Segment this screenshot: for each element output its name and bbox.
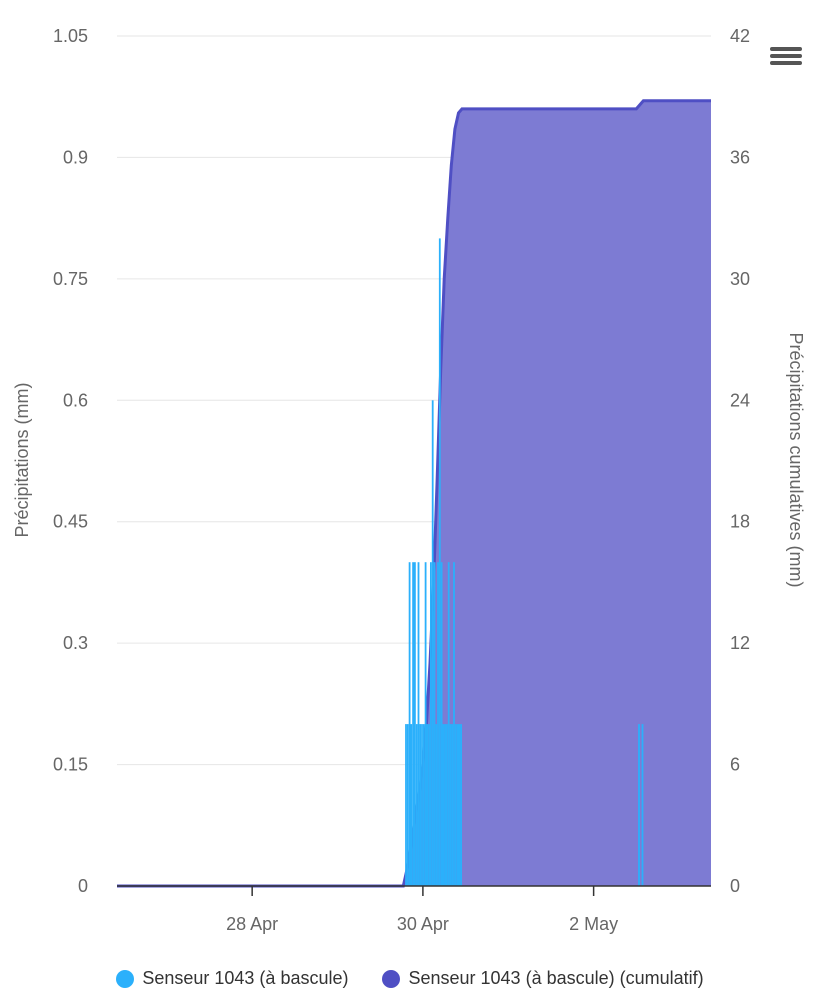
rain-column[interactable] [412, 562, 414, 886]
rain-column[interactable] [444, 724, 446, 886]
right-tick-label: 6 [730, 755, 740, 775]
right-tick-label: 0 [730, 876, 740, 896]
rain-column-series[interactable] [405, 238, 644, 886]
right-tick-label: 24 [730, 390, 750, 410]
rain-column[interactable] [638, 724, 640, 886]
x-tick-label: 2 May [569, 914, 618, 934]
rain-column[interactable] [422, 724, 425, 886]
right-tick-label: 42 [730, 26, 750, 46]
rain-column[interactable] [438, 238, 441, 886]
cumulative-area[interactable] [117, 100, 711, 887]
legend-item-rain[interactable]: Senseur 1043 (à bascule) [116, 968, 348, 989]
rain-column[interactable] [451, 724, 454, 886]
rain-column[interactable] [435, 724, 438, 886]
rain-column[interactable] [456, 724, 459, 886]
left-tick-label: 0.9 [63, 147, 88, 167]
precipitation-chart: 0 0.15 0.3 0.45 0.6 0.75 0.9 1.05 0 6 12 18 24 30 36 42… [12, 26, 806, 934]
right-tick-label: 36 [730, 147, 750, 167]
right-axis-title: Précipitations cumulatives (mm) [786, 332, 806, 587]
rain-column[interactable] [454, 724, 457, 886]
right-tick-label: 30 [730, 269, 750, 289]
left-tick-label: 0.3 [63, 633, 88, 653]
rain-column[interactable] [431, 400, 434, 886]
rain-column[interactable] [405, 724, 407, 886]
rain-column[interactable] [410, 724, 413, 886]
axes: 0 0.15 0.3 0.45 0.6 0.75 0.9 1.05 0 6 12 18 24 30 36 42… [53, 26, 750, 934]
legend-marker-cumulative [382, 969, 401, 988]
rain-column[interactable] [414, 562, 416, 886]
rain-column[interactable] [421, 724, 423, 886]
left-tick-label: 0 [78, 876, 88, 896]
x-tick-label: 28 Apr [226, 914, 278, 934]
rain-column[interactable] [446, 724, 448, 886]
right-tick-label: 12 [730, 633, 750, 653]
rain-column[interactable] [406, 724, 409, 886]
rain-column[interactable] [460, 724, 462, 886]
rain-column[interactable] [449, 724, 452, 886]
rain-column[interactable] [440, 562, 443, 886]
x-tick-label: 30 Apr [397, 914, 449, 934]
rain-column[interactable] [453, 562, 455, 886]
rain-column[interactable] [430, 562, 432, 886]
grid-lines [117, 35, 711, 766]
rain-column[interactable] [433, 562, 436, 886]
rain-column[interactable] [417, 562, 420, 886]
rain-column[interactable] [447, 562, 450, 886]
left-tick-label: 0.45 [53, 512, 88, 532]
right-tick-label: 18 [730, 512, 750, 532]
left-tick-label: 0.6 [63, 390, 88, 410]
left-tick-label: 1.05 [53, 26, 88, 46]
hamburger-menu-icon[interactable] [770, 44, 802, 74]
legend-item-cumulative[interactable]: Senseur 1043 (à bascule) (cumulatif) [382, 968, 704, 989]
rain-column[interactable] [641, 724, 644, 886]
legend-label-cumulative: Senseur 1043 (à bascule) (cumulatif) [408, 968, 704, 988]
legend-label-rain: Senseur 1043 (à bascule) [142, 968, 349, 988]
rain-column[interactable] [424, 562, 427, 886]
rain-column[interactable] [437, 562, 439, 886]
rain-column[interactable] [458, 724, 461, 886]
rain-column[interactable] [442, 724, 445, 886]
rain-column[interactable] [428, 724, 430, 886]
rain-column[interactable] [408, 562, 411, 886]
rain-column[interactable] [419, 724, 422, 886]
legend-marker-rain [116, 969, 135, 988]
rain-column[interactable] [426, 724, 429, 886]
legend: Senseur 1043 (à bascule) Senseur 1043 (à… [0, 968, 820, 989]
rain-column[interactable] [415, 724, 418, 886]
left-axis-title: Précipitations (mm) [12, 382, 32, 537]
left-tick-label: 0.75 [53, 269, 88, 289]
left-tick-label: 0.15 [53, 755, 88, 775]
